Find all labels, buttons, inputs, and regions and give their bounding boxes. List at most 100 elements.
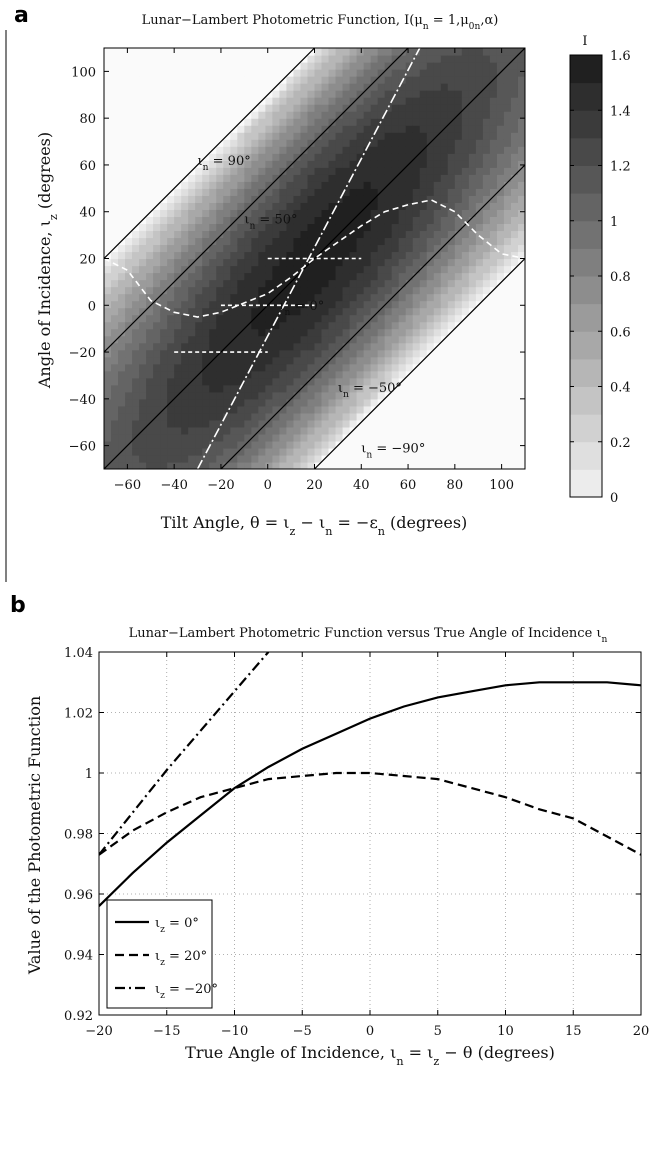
heatmap-cell [153,230,161,239]
heatmap-cell [517,433,525,442]
heatmap-cell [391,440,400,449]
heatmap-cell [349,461,358,469]
heatmap-cell [503,195,512,203]
colorbar-band [570,303,602,332]
heatmap-cell [118,405,126,414]
heatmap-cell [174,412,182,421]
heatmap-cell [433,160,442,168]
heatmap-cell [433,377,442,386]
heatmap-cell [244,146,252,154]
heatmap-cell [104,335,112,344]
heatmap-cell [160,167,168,175]
heatmap-cell [461,440,470,449]
heatmap-cell [293,90,302,98]
heatmap-cell [209,370,217,379]
heatmap-cell [251,405,259,414]
heatmap-cell [188,265,196,274]
heatmap-cell [391,244,400,253]
heatmap-cell [405,412,414,421]
heatmap-cell [454,230,463,239]
heatmap-cell [384,461,393,469]
heatmap-cell [286,139,295,147]
heatmap-cell [496,223,505,232]
heatmap-cell [237,321,245,330]
heatmap-cell [468,356,477,365]
heatmap-cell [447,265,456,274]
heatmap-cell [188,188,196,196]
heatmap-cell [188,321,196,330]
heatmap-cell [328,118,337,126]
colorbar-tick-label: 1.6 [610,49,631,64]
heatmap-cell [202,146,210,154]
heatmap-cell [139,384,147,393]
heatmap-cell [363,83,372,91]
heatmap-cell [314,314,323,323]
heatmap-cell [370,209,379,217]
heatmap-cell [328,62,337,70]
heatmap-cell [517,342,525,351]
heatmap-cell [335,223,344,232]
heatmap-cell [146,307,154,316]
heatmap-cell [258,447,266,456]
heatmap-cell [146,328,154,337]
heatmap-cell [111,335,119,344]
heatmap-cell [335,349,344,358]
heatmap-cell [216,97,224,105]
heatmap-cell [125,188,133,196]
heatmap-cell [195,272,203,281]
heatmap-cell [223,293,231,302]
heatmap-cell [188,279,196,288]
heatmap-cell [517,118,525,126]
heatmap-cell [174,104,182,112]
heatmap-cell [244,300,252,309]
colorbar-band [570,358,602,387]
heatmap-cell [167,314,175,323]
x-tick-label: 15 [565,1024,582,1039]
heatmap-cell [160,279,168,288]
heatmap-cell [265,412,273,421]
heatmap-cell [454,125,463,133]
heatmap-cell [370,97,379,105]
heatmap-cell [181,62,189,70]
heatmap-cell [482,251,491,260]
heatmap-cell [286,230,295,239]
heatmap-cell [391,426,400,435]
heatmap-cell [272,69,281,77]
heatmap-cell [251,62,259,70]
heatmap-cell [132,461,140,469]
heatmap-cell [349,293,358,302]
heatmap-cell [391,83,400,91]
heatmap-cell [496,405,505,414]
heatmap-cell [440,160,449,168]
heatmap-cell [510,461,519,469]
heatmap-cell [188,195,196,203]
heatmap-cell [342,146,351,154]
heatmap-cell [202,83,210,91]
heatmap-cell [279,202,288,210]
heatmap-cell [419,363,428,372]
heatmap-cell [405,146,414,154]
heatmap-cell [468,391,477,400]
heatmap-cell [132,160,140,168]
heatmap-cell [405,265,414,274]
heatmap-cell [293,335,302,344]
heatmap-cell [279,132,288,140]
heatmap-cell [279,55,288,63]
heatmap-cell [468,433,477,442]
heatmap-cell [125,300,133,309]
heatmap-cell [307,433,316,442]
heatmap-cell [398,90,407,98]
heatmap-cell [475,202,484,210]
heatmap-cell [209,384,217,393]
heatmap-cell [321,335,330,344]
heatmap-cell [111,300,119,309]
heatmap-cell [377,97,386,105]
heatmap-cell [195,237,203,246]
heatmap-cell [202,69,210,77]
heatmap-cell [223,62,231,70]
heatmap-cell [181,335,189,344]
heatmap-cell [265,230,273,239]
heatmap-cell [426,272,435,281]
legend-box [106,899,213,1009]
heatmap-cell [321,188,330,196]
